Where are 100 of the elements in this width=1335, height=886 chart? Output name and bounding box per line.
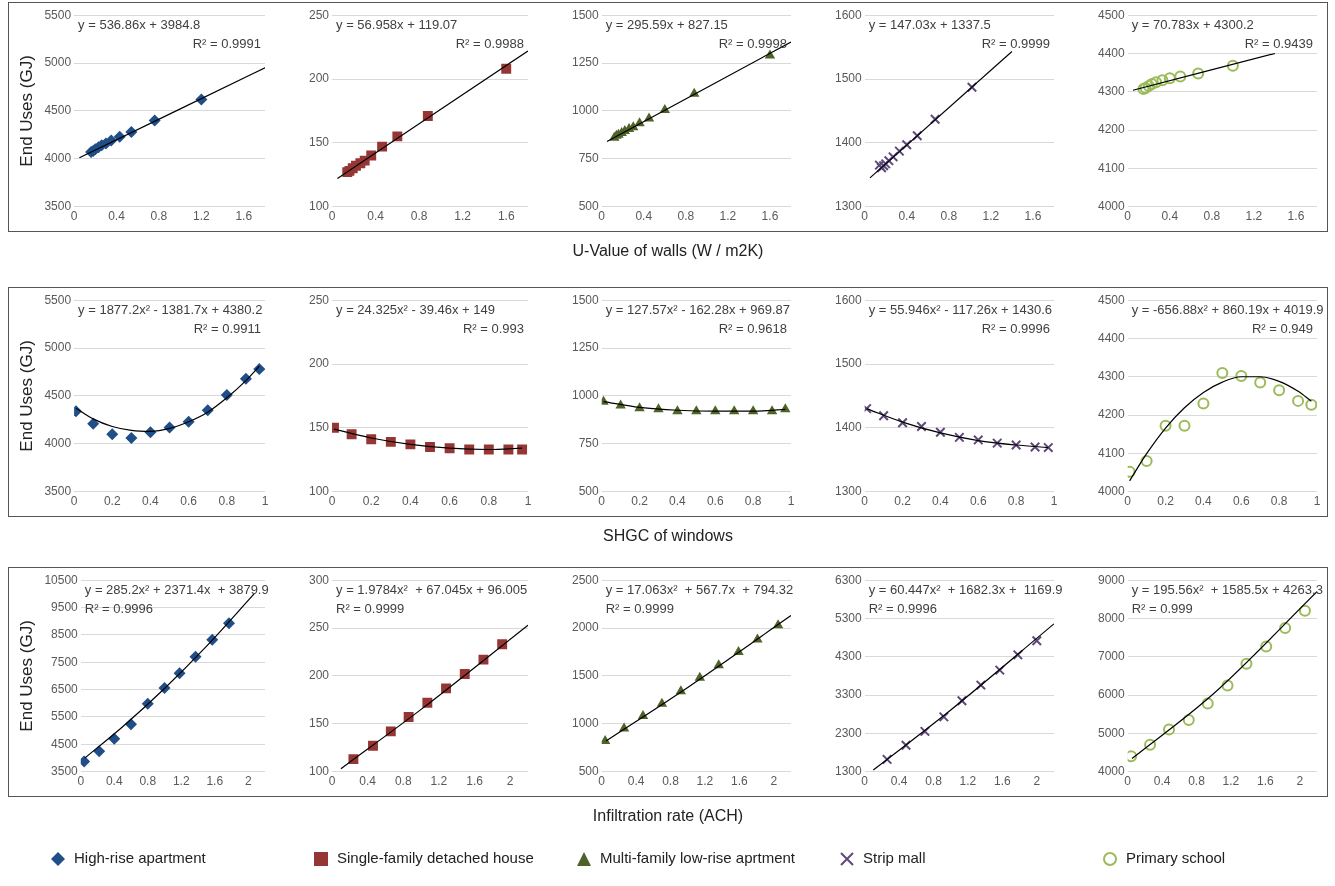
y-tick-label: 5000 — [44, 340, 72, 355]
x-tick-label: 0 — [598, 209, 606, 224]
y-tick-label: 4200 — [1097, 407, 1126, 422]
legend-label: High-rise apartment — [74, 848, 206, 868]
y-tick-label: 1300 — [834, 483, 863, 498]
annotation: y = 147.03x + 1337.5 — [868, 16, 991, 32]
x-tick-label: 0.8 — [662, 774, 680, 789]
y-tick-label: 4200 — [1097, 122, 1126, 137]
x-tick-label: 0.8 — [394, 774, 412, 789]
x-tick-label: 1.6 — [1287, 209, 1305, 224]
y-tick-label: 1300 — [834, 763, 863, 778]
x-tick-label: 0.6 — [441, 494, 459, 509]
y-tick-label: 7000 — [1097, 649, 1126, 664]
x-tick-label: 0.8 — [1203, 209, 1221, 224]
x-tick-label: 0.4 — [367, 209, 385, 224]
x-tick-label: 1 — [524, 494, 532, 509]
x-tick-label: 0 — [861, 494, 869, 509]
x-tick-label: 0 — [1124, 209, 1132, 224]
y-tick-label: 1000 — [571, 716, 600, 731]
x-tick-label: 0.4 — [108, 209, 126, 224]
x-tick-label: 0 — [598, 774, 606, 789]
y-tick-label: 300 — [308, 572, 330, 587]
x-tick-label: 1 — [787, 494, 795, 509]
y-tick-label: 1500 — [571, 292, 600, 307]
x-tick-label: 0.8 — [677, 209, 695, 224]
y-tick-label: 2500 — [571, 572, 600, 587]
x-tick-label: 0.4 — [627, 774, 645, 789]
y-tick-label: 6000 — [1097, 687, 1126, 702]
y-tick-label: 4100 — [1097, 445, 1126, 460]
legend-label: Strip mall — [863, 848, 926, 868]
x-tick-label: 0 — [70, 209, 78, 224]
x-tick-label: 1 — [261, 494, 269, 509]
y-tick-label: 200 — [308, 71, 330, 86]
x-tick-label: 1 — [1313, 494, 1321, 509]
x-tick-label: 0.4 — [669, 494, 687, 509]
y-tick-label: 150 — [308, 135, 330, 150]
x-tick-label: 1.2 — [719, 209, 737, 224]
x-tick-label: 1.2 — [172, 774, 190, 789]
y-tick-label: 4400 — [1097, 330, 1126, 345]
x-tick-label: 0 — [861, 209, 869, 224]
y-tick-label: 2300 — [834, 725, 863, 740]
x-tick-label: 0.4 — [1195, 494, 1213, 509]
x-tick-label: 0 — [328, 494, 336, 509]
y-tick-label: 4500 — [1097, 7, 1126, 22]
x-tick-label: 0.8 — [150, 209, 168, 224]
x-tick-label: 0.8 — [410, 209, 428, 224]
x-tick-label: 0 — [328, 209, 336, 224]
x-tick-label: 0.8 — [940, 209, 958, 224]
y-tick-label: 100 — [308, 483, 330, 498]
annotation: R² = 0.9996 — [981, 320, 1050, 336]
y-tick-label: 5500 — [51, 709, 79, 724]
x-tick-label: 0.8 — [1007, 494, 1025, 509]
x-tick-label: 1 — [1050, 494, 1058, 509]
x-tick-label: 0.6 — [969, 494, 987, 509]
annotation: R² = 0.9999 — [336, 600, 405, 616]
x-axis-title: SHGC of windows — [602, 527, 734, 545]
annotation: R² = 0.9996 — [84, 600, 154, 616]
x-tick-label: 1.6 — [235, 209, 253, 224]
annotation: y = -656.88x² + 860.19x + 4019.9 — [1131, 301, 1324, 317]
y-tick-label: 200 — [308, 668, 330, 683]
y-tick-label: 4500 — [1097, 292, 1126, 307]
x-tick-label: 2 — [1033, 774, 1041, 789]
y-tick-label: 1500 — [571, 7, 600, 22]
y-tick-label: 5000 — [1097, 725, 1126, 740]
annotation: R² = 0.9999 — [981, 35, 1050, 51]
x-tick-label: 0 — [1124, 774, 1132, 789]
y-tick-label: 3500 — [44, 483, 72, 498]
x-tick-label: 1.6 — [206, 774, 224, 789]
x-tick-label: 1.2 — [1245, 209, 1263, 224]
y-tick-label: 4500 — [51, 736, 79, 751]
x-tick-label: 0.2 — [1157, 494, 1175, 509]
y-tick-label: 1500 — [571, 668, 600, 683]
x-tick-label: 0.4 — [635, 209, 653, 224]
y-tick-label: 100 — [308, 763, 330, 778]
x-tick-label: 2 — [1296, 774, 1304, 789]
annotation: y = 1877.2x² - 1381.7x + 4380.2 — [78, 301, 263, 317]
y-tick-label: 500 — [578, 483, 600, 498]
annotation: y = 295.59x + 827.15 — [605, 16, 728, 32]
x-tick-label: 1.6 — [731, 774, 749, 789]
y-tick-label: 4300 — [1097, 84, 1126, 99]
y-tick-label: 2000 — [571, 620, 600, 635]
y-tick-label: 4100 — [1097, 160, 1126, 175]
y-tick-label: 500 — [578, 198, 600, 213]
y-tick-label: 4300 — [1097, 369, 1126, 384]
y-tick-label: 4000 — [1097, 483, 1126, 498]
annotation: y = 24.325x² - 39.46x + 149 — [336, 301, 496, 317]
y-tick-label: 4500 — [44, 388, 72, 403]
x-tick-label: 0.4 — [359, 774, 377, 789]
legend-label: Multi-family low-rise aprtment — [600, 848, 796, 868]
x-tick-label: 0.2 — [103, 494, 121, 509]
annotation: R² = 0.949 — [1251, 320, 1313, 336]
x-tick-label: 2 — [770, 774, 778, 789]
y-tick-label: 1000 — [571, 103, 600, 118]
x-tick-label: 0.6 — [706, 494, 724, 509]
y-tick-label: 10500 — [44, 572, 79, 587]
y-tick-label: 250 — [308, 7, 330, 22]
x-tick-label: 0 — [861, 774, 869, 789]
x-tick-label: 0.8 — [1188, 774, 1206, 789]
y-tick-label: 1500 — [834, 71, 863, 86]
annotation: y = 60.447x² + 1682.3x + 1169.9 — [868, 581, 1063, 597]
